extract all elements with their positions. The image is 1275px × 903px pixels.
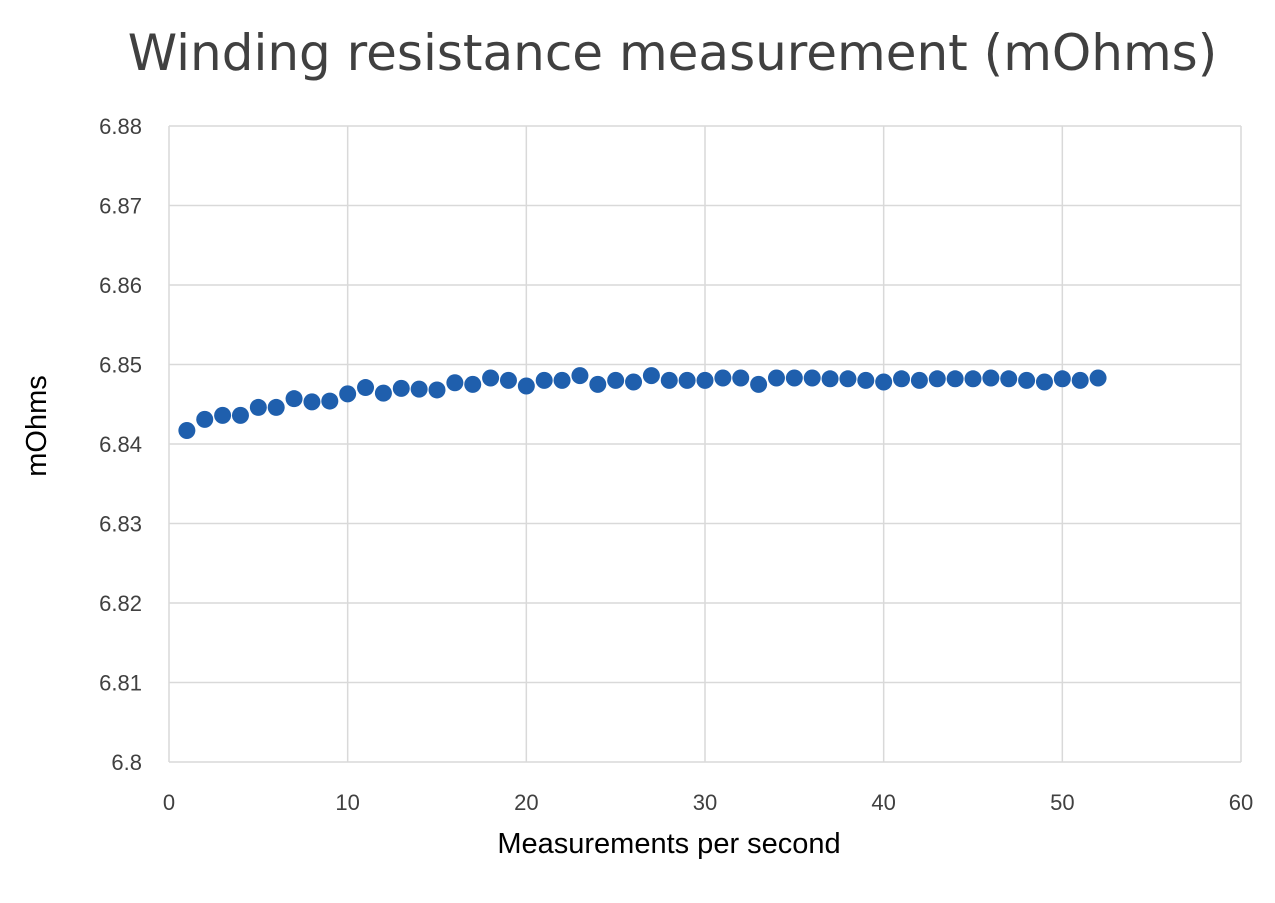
data-point	[1035, 373, 1053, 391]
data-point	[410, 380, 428, 398]
data-point	[374, 384, 392, 402]
data-point	[946, 370, 964, 388]
x-tick-label: 20	[514, 790, 538, 815]
y-tick-label: 6.82	[99, 591, 142, 616]
data-point	[642, 367, 660, 385]
data-point	[660, 371, 678, 389]
data-point	[767, 369, 785, 387]
data-point	[321, 392, 339, 410]
data-point	[357, 379, 375, 397]
data-point	[303, 393, 321, 411]
data-point	[696, 371, 714, 389]
data-point	[589, 375, 607, 393]
data-point	[625, 373, 643, 391]
data-point	[750, 375, 768, 393]
data-point	[1000, 370, 1018, 388]
data-point	[339, 385, 357, 403]
x-tick-label: 10	[335, 790, 359, 815]
data-point	[249, 398, 267, 416]
data-point	[428, 381, 446, 399]
x-tick-label: 40	[871, 790, 895, 815]
data-point	[1089, 369, 1107, 387]
y-tick-label: 6.88	[99, 114, 142, 139]
data-point	[803, 369, 821, 387]
data-point	[1071, 371, 1089, 389]
x-tick-label: 0	[163, 790, 175, 815]
data-point	[231, 406, 249, 424]
data-point	[517, 377, 535, 395]
data-point	[821, 370, 839, 388]
y-axis-tick-labels: 6.8 6.81 6.82 6.83 6.84 6.85 6.86 6.87 6.88	[99, 114, 142, 775]
data-point	[732, 369, 750, 387]
data-point	[1053, 370, 1071, 388]
data-point	[607, 371, 625, 389]
x-tick-label: 60	[1229, 790, 1253, 815]
data-point	[392, 379, 410, 397]
data-point	[928, 370, 946, 388]
data-point	[893, 370, 911, 388]
data-point	[678, 371, 696, 389]
y-tick-label: 6.86	[99, 273, 142, 298]
x-axis-tick-labels: 0 10 20 30 40 50 60	[163, 790, 1253, 815]
chart-title: Winding resistance measurement (mOhms)	[127, 24, 1218, 82]
data-point	[964, 370, 982, 388]
y-tick-label: 6.81	[99, 671, 142, 696]
y-tick-label: 6.8	[111, 750, 142, 775]
data-point	[714, 369, 732, 387]
y-tick-label: 6.87	[99, 194, 142, 219]
data-point	[553, 371, 571, 389]
y-axis-title: mOhms	[21, 375, 53, 477]
data-point	[982, 369, 1000, 387]
data-point	[499, 371, 517, 389]
data-point	[285, 390, 303, 408]
x-axis-title: Measurements per second	[497, 828, 840, 860]
y-tick-label: 6.85	[99, 353, 142, 378]
data-point	[464, 375, 482, 393]
y-tick-label: 6.83	[99, 512, 142, 537]
data-point	[535, 371, 553, 389]
data-point	[446, 374, 464, 392]
x-tick-label: 30	[693, 790, 717, 815]
data-point	[785, 369, 803, 387]
data-point	[571, 367, 589, 385]
data-point	[214, 406, 232, 424]
y-tick-label: 6.84	[99, 432, 142, 457]
data-points	[178, 367, 1107, 439]
data-point	[1018, 371, 1036, 389]
data-point	[839, 370, 857, 388]
data-point	[482, 369, 500, 387]
data-point	[875, 373, 893, 391]
data-point	[857, 371, 875, 389]
data-point	[196, 410, 214, 428]
x-tick-label: 50	[1050, 790, 1074, 815]
data-point	[178, 421, 196, 439]
gridlines	[168, 125, 1242, 763]
data-point	[910, 371, 928, 389]
data-point	[267, 398, 285, 416]
